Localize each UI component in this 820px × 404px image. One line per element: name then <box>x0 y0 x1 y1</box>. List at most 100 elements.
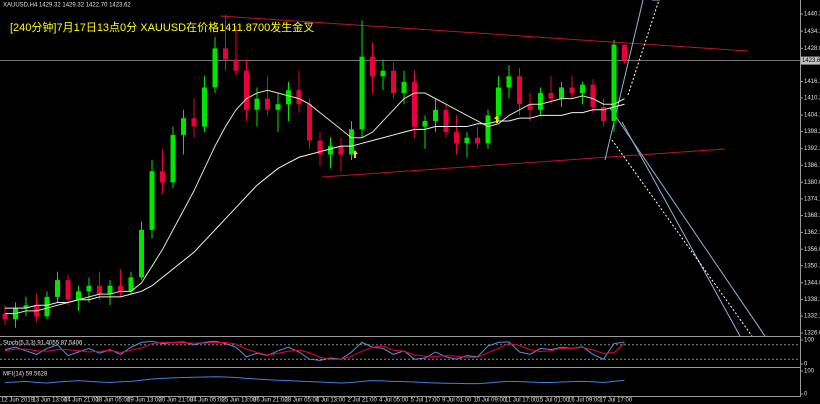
y-tick-label: 1350.15 <box>804 263 820 269</box>
y-tick-label: 1434.15 <box>804 29 820 35</box>
candle-body <box>454 132 459 144</box>
candle-body <box>23 305 29 309</box>
y-tick-label: 1332.15 <box>804 314 820 320</box>
channel-line <box>609 107 766 337</box>
candle-body <box>569 87 575 94</box>
x-tick-label: 13 Jun 13:00 <box>33 398 68 404</box>
y-tick-label: 1338.10 <box>804 297 820 303</box>
trendline <box>219 15 749 52</box>
candle-body <box>307 104 312 141</box>
channel-line <box>611 139 753 337</box>
candle-body <box>212 48 218 88</box>
indicator-line <box>4 341 625 360</box>
x-tick-label: 20 Jun 21:00 <box>159 398 194 404</box>
indicator-line <box>4 376 625 385</box>
candle-body <box>118 285 123 292</box>
candle-body <box>475 137 480 144</box>
current-price-box <box>801 56 820 65</box>
candle-body <box>464 137 470 144</box>
candle-body <box>275 104 281 110</box>
current-price-label: 1423.62 <box>802 58 820 64</box>
candle-body <box>517 76 522 105</box>
x-tick-label: 14 Jun 21:00 <box>64 398 99 404</box>
x-tick-label: 10 Jul 09:00 <box>474 398 507 404</box>
candle-body <box>548 93 554 99</box>
candle-body <box>107 285 113 295</box>
y-tick-label: 1404.10 <box>804 113 820 119</box>
y-tick-label: 1344.05 <box>804 280 820 286</box>
candle-body <box>202 87 207 127</box>
candle-body <box>506 76 512 88</box>
moving-average <box>5 103 625 309</box>
x-tick-label: 1 Jul 13:00 <box>316 398 346 404</box>
candle-body <box>265 98 270 110</box>
candle-body <box>76 291 81 300</box>
candle-body <box>559 87 564 99</box>
candle-body <box>611 44 617 121</box>
candle-body <box>380 70 386 77</box>
candle-body <box>391 70 396 94</box>
y-tick-label: 1386.15 <box>804 163 820 169</box>
candle-body <box>401 81 407 94</box>
candle-body <box>244 70 249 110</box>
candle-body <box>601 107 606 121</box>
y-tick-label: 0 <box>804 392 808 398</box>
y-tick-label: 1428.00 <box>804 46 820 52</box>
panel-title: Stoch(5,3,3) 91.4055 87.5406 <box>3 341 83 347</box>
chart-header: XAUUSD,H4 1429.32 1429.32 1422.70 1423.6… <box>3 3 131 9</box>
candle-body <box>286 90 291 105</box>
y-tick-label: 1380.05 <box>804 180 820 186</box>
candle-body <box>580 84 585 94</box>
x-tick-label: 19 Jun 13:00 <box>127 398 162 404</box>
x-tick-label: 25 Jun 13:00 <box>222 398 257 404</box>
y-tick-label: 100 <box>804 369 815 375</box>
x-tick-label: 12 Jun 2019 <box>1 398 35 404</box>
candle-body <box>181 118 186 135</box>
candle-body <box>443 109 449 133</box>
y-tick-label: 1416.15 <box>804 79 820 85</box>
candle-body <box>65 280 71 300</box>
panel-title: MFI(14) 59.5628 <box>3 372 48 378</box>
candle-body <box>412 81 417 127</box>
y-tick-label: 1374.10 <box>804 196 820 202</box>
channel-line <box>621 121 741 337</box>
channel-line <box>604 0 644 161</box>
annotation: [240分钟]7月17日13点0分 XAUUSD在价格1411.8700发生金叉 <box>10 20 314 34</box>
y-tick-label: 0 <box>804 362 808 368</box>
x-tick-label: 28 Jun 05:00 <box>285 398 320 404</box>
y-tick-label: 1392.10 <box>804 146 820 152</box>
candle-body <box>139 229 144 278</box>
candle-body <box>622 44 627 61</box>
candle-body <box>128 277 134 292</box>
candle-body <box>55 280 60 297</box>
candle-body <box>86 285 92 292</box>
x-tick-label: 17 Jul 17:00 <box>600 398 633 404</box>
candle-body <box>590 84 596 108</box>
channel-line <box>627 0 660 96</box>
candle-body <box>496 87 501 116</box>
x-tick-label: 5 Jul 17:00 <box>411 398 441 404</box>
x-tick-label: 11 Jul 17:00 <box>505 398 538 404</box>
y-tick-label: 100 <box>804 338 815 344</box>
y-tick-label: 1440.30 <box>804 12 820 18</box>
candle-body <box>170 134 176 183</box>
candle-body <box>160 171 165 183</box>
y-tick-label: 1368.15 <box>804 213 820 219</box>
candle-body <box>149 171 155 230</box>
candle-body <box>254 98 260 110</box>
y-tick-label: 1398.20 <box>804 129 820 135</box>
x-tick-label: 9 Jul 01:00 <box>442 398 472 404</box>
moving-average <box>5 89 625 315</box>
candle-body <box>296 90 302 105</box>
candle-body <box>328 146 333 155</box>
candle-body <box>44 296 50 317</box>
trendline <box>321 148 726 178</box>
candle-body <box>422 120 428 127</box>
candle-body <box>233 59 239 71</box>
x-tick-label: 18 Jun 05:00 <box>96 398 131 404</box>
y-tick-label: 1326.05 <box>804 331 820 337</box>
candle-body <box>485 115 491 144</box>
candle-body <box>433 109 438 121</box>
